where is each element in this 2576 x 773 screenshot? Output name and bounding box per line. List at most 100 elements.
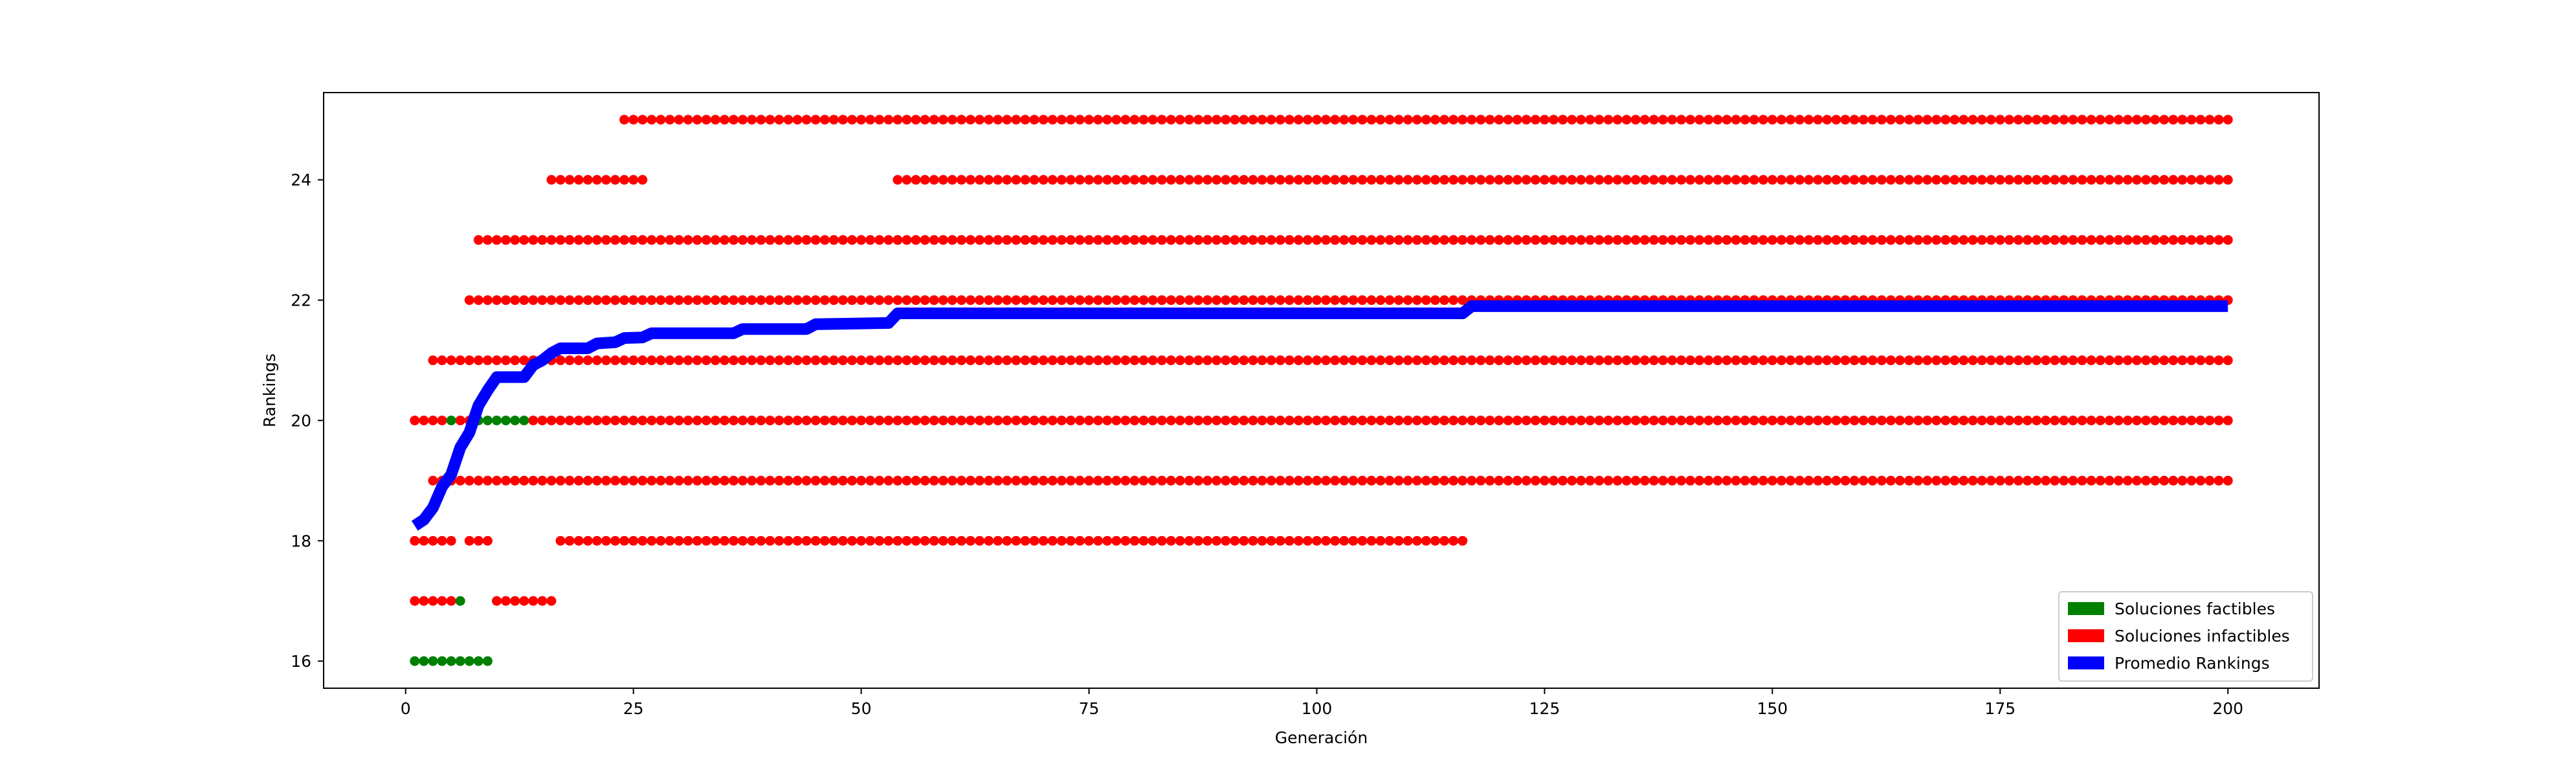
- infeasible-point: [947, 295, 957, 306]
- infeasible-point: [1548, 415, 1559, 425]
- infeasible-point: [528, 415, 539, 425]
- infeasible-point: [929, 115, 939, 125]
- infeasible-point: [1458, 115, 1468, 125]
- infeasible-point: [920, 535, 930, 546]
- infeasible-point: [692, 475, 702, 486]
- infeasible-point: [2150, 115, 2160, 125]
- infeasible-point: [1029, 295, 1039, 306]
- infeasible-point: [2122, 415, 2133, 425]
- infeasible-point: [856, 295, 867, 306]
- infeasible-point: [473, 475, 483, 486]
- infeasible-point: [2059, 235, 2069, 245]
- infeasible-point: [1047, 115, 1058, 125]
- infeasible-point: [1612, 415, 1623, 425]
- infeasible-point: [2223, 175, 2233, 185]
- infeasible-point: [1776, 475, 1786, 486]
- infeasible-point: [1922, 415, 1933, 425]
- infeasible-point: [1284, 415, 1294, 425]
- infeasible-point: [1029, 115, 1039, 125]
- infeasible-point: [1302, 115, 1313, 125]
- infeasible-point: [1530, 415, 1540, 425]
- infeasible-point: [2177, 415, 2188, 425]
- infeasible-point: [1740, 115, 1750, 125]
- infeasible-point: [1776, 355, 1786, 366]
- infeasible-point: [1148, 175, 1158, 185]
- infeasible-point: [1822, 175, 1832, 185]
- infeasible-point: [847, 535, 857, 546]
- infeasible-point: [610, 535, 620, 546]
- infeasible-point: [555, 355, 566, 366]
- infeasible-point: [911, 475, 921, 486]
- infeasible-point: [810, 415, 821, 425]
- infeasible-point: [856, 475, 867, 486]
- infeasible-point: [2177, 235, 2188, 245]
- infeasible-point: [1731, 475, 1741, 486]
- infeasible-point: [920, 115, 930, 125]
- infeasible-point: [1375, 295, 1386, 306]
- infeasible-point: [1248, 235, 1258, 245]
- infeasible-point: [1503, 175, 1513, 185]
- infeasible-point: [1148, 295, 1158, 306]
- infeasible-point: [1959, 475, 1969, 486]
- infeasible-point: [2050, 475, 2060, 486]
- infeasible-point: [1266, 535, 1276, 546]
- infeasible-point: [419, 596, 429, 606]
- infeasible-point: [1576, 235, 1586, 245]
- infeasible-point: [747, 475, 757, 486]
- average-line-layer: [411, 300, 2228, 531]
- infeasible-point: [938, 415, 948, 425]
- infeasible-point: [1867, 115, 1878, 125]
- infeasible-point: [1403, 115, 1413, 125]
- infeasible-point: [1858, 235, 1869, 245]
- infeasible-point: [1612, 475, 1623, 486]
- infeasible-point: [792, 355, 803, 366]
- infeasible-point: [1959, 415, 1969, 425]
- infeasible-point: [902, 235, 912, 245]
- infeasible-point: [1230, 415, 1240, 425]
- infeasible-point: [528, 295, 539, 306]
- infeasible-point: [1449, 355, 1459, 366]
- infeasible-point: [938, 475, 948, 486]
- legend-label: Promedio Rankings: [2115, 654, 2270, 673]
- feasible-point: [510, 415, 520, 425]
- infeasible-point: [1221, 415, 1231, 425]
- infeasible-point: [893, 115, 903, 125]
- infeasible-point: [1512, 115, 1522, 125]
- infeasible-point: [719, 415, 729, 425]
- infeasible-point: [1567, 235, 1577, 245]
- feasible-point: [491, 415, 502, 425]
- infeasible-point: [819, 415, 830, 425]
- infeasible-point: [1840, 235, 1850, 245]
- infeasible-point: [1266, 115, 1276, 125]
- infeasible-point: [1804, 355, 1814, 366]
- infeasible-point: [1375, 355, 1386, 366]
- infeasible-point: [464, 535, 474, 546]
- infeasible-point: [1694, 235, 1705, 245]
- infeasible-point: [1375, 415, 1386, 425]
- infeasible-point: [1858, 175, 1869, 185]
- infeasible-point: [1157, 355, 1167, 366]
- infeasible-point: [947, 355, 957, 366]
- infeasible-point: [1567, 475, 1577, 486]
- feasible-point: [437, 656, 447, 666]
- infeasible-point: [583, 295, 593, 306]
- infeasible-point: [1302, 235, 1313, 245]
- infeasible-point: [1485, 175, 1495, 185]
- x-tick-label: 125: [1529, 699, 1560, 718]
- infeasible-point: [710, 535, 720, 546]
- infeasible-point: [1284, 115, 1294, 125]
- infeasible-point: [1339, 295, 1349, 306]
- infeasible-point: [1330, 535, 1340, 546]
- infeasible-point: [2141, 475, 2151, 486]
- infeasible-point: [1603, 235, 1614, 245]
- infeasible-point: [1558, 415, 1568, 425]
- infeasible-point: [1138, 475, 1149, 486]
- infeasible-point: [1275, 235, 1285, 245]
- infeasible-point: [1065, 415, 1076, 425]
- infeasible-point: [1203, 175, 1213, 185]
- infeasible-point: [1786, 475, 1795, 486]
- infeasible-point: [975, 415, 985, 425]
- infeasible-point: [1740, 175, 1750, 185]
- infeasible-point: [555, 235, 566, 245]
- infeasible-point: [2004, 355, 2014, 366]
